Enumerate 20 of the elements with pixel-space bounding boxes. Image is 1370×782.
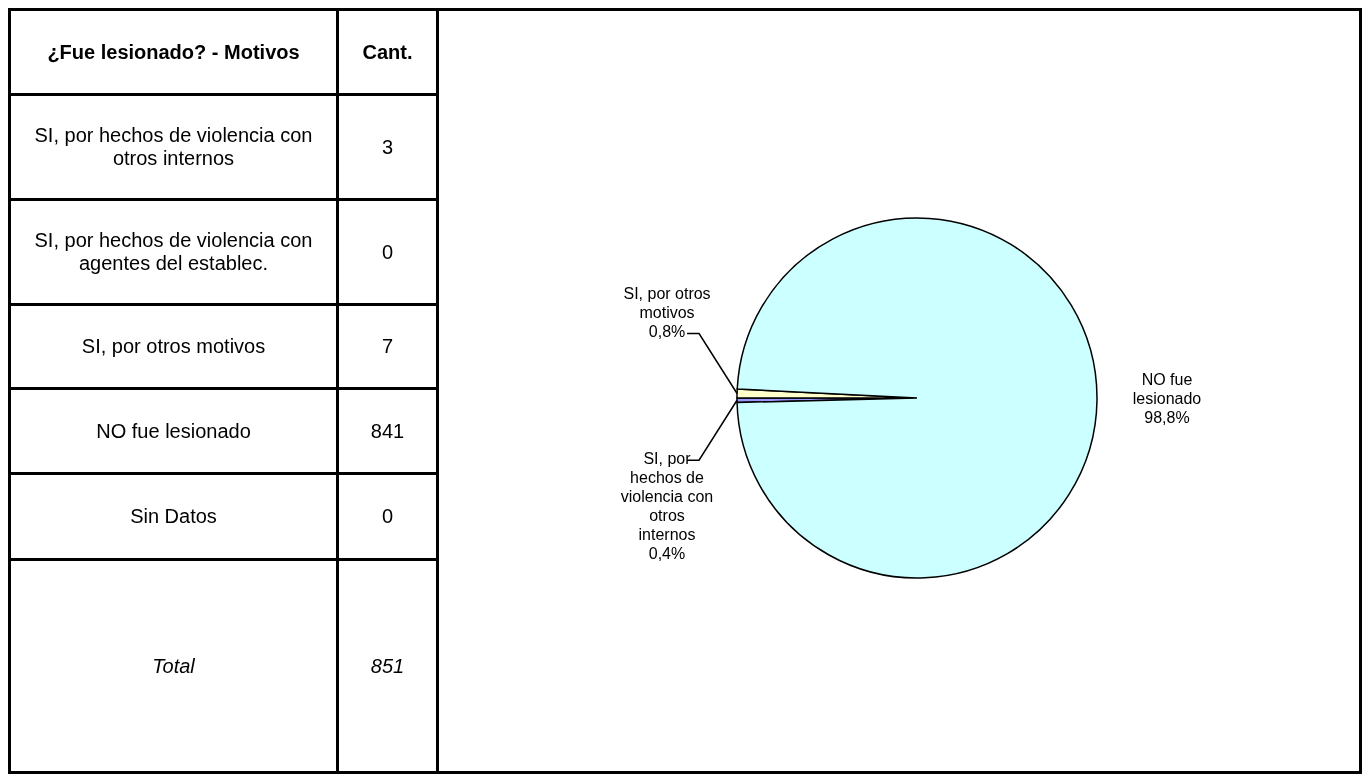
category-label: NO fue lesionado — [9, 388, 338, 474]
text: 851 — [370, 654, 405, 677]
slice-label: NO fue lesionado — [1132, 371, 1202, 408]
text: ¿Fue lesionado? - Motivos — [9, 9, 338, 95]
category-label: SI, por hechos de violencia con otros internos — [9, 94, 338, 200]
slice-label: SI, por otros motivos — [623, 285, 711, 322]
data-label: 841 — [337, 388, 438, 474]
data-label: 3 — [337, 94, 438, 200]
data-label: 0,8% — [648, 323, 686, 341]
data-label: 0,4% — [648, 545, 686, 563]
category-label: SI, por hechos de violencia con agentes del establec. — [9, 199, 338, 305]
category-label: Sin Datos — [9, 473, 338, 560]
slice-label: SI, por hechos de violencia con otros internos — [620, 450, 714, 544]
data-label: 0 — [337, 473, 438, 560]
data-label: 7 — [337, 304, 438, 389]
data-label: 0 — [337, 199, 438, 305]
category-label: SI, por otros motivos — [9, 304, 338, 389]
text: Cant. — [337, 9, 438, 95]
text: Total — [9, 559, 338, 773]
data-label: 98,8% — [1144, 409, 1190, 427]
